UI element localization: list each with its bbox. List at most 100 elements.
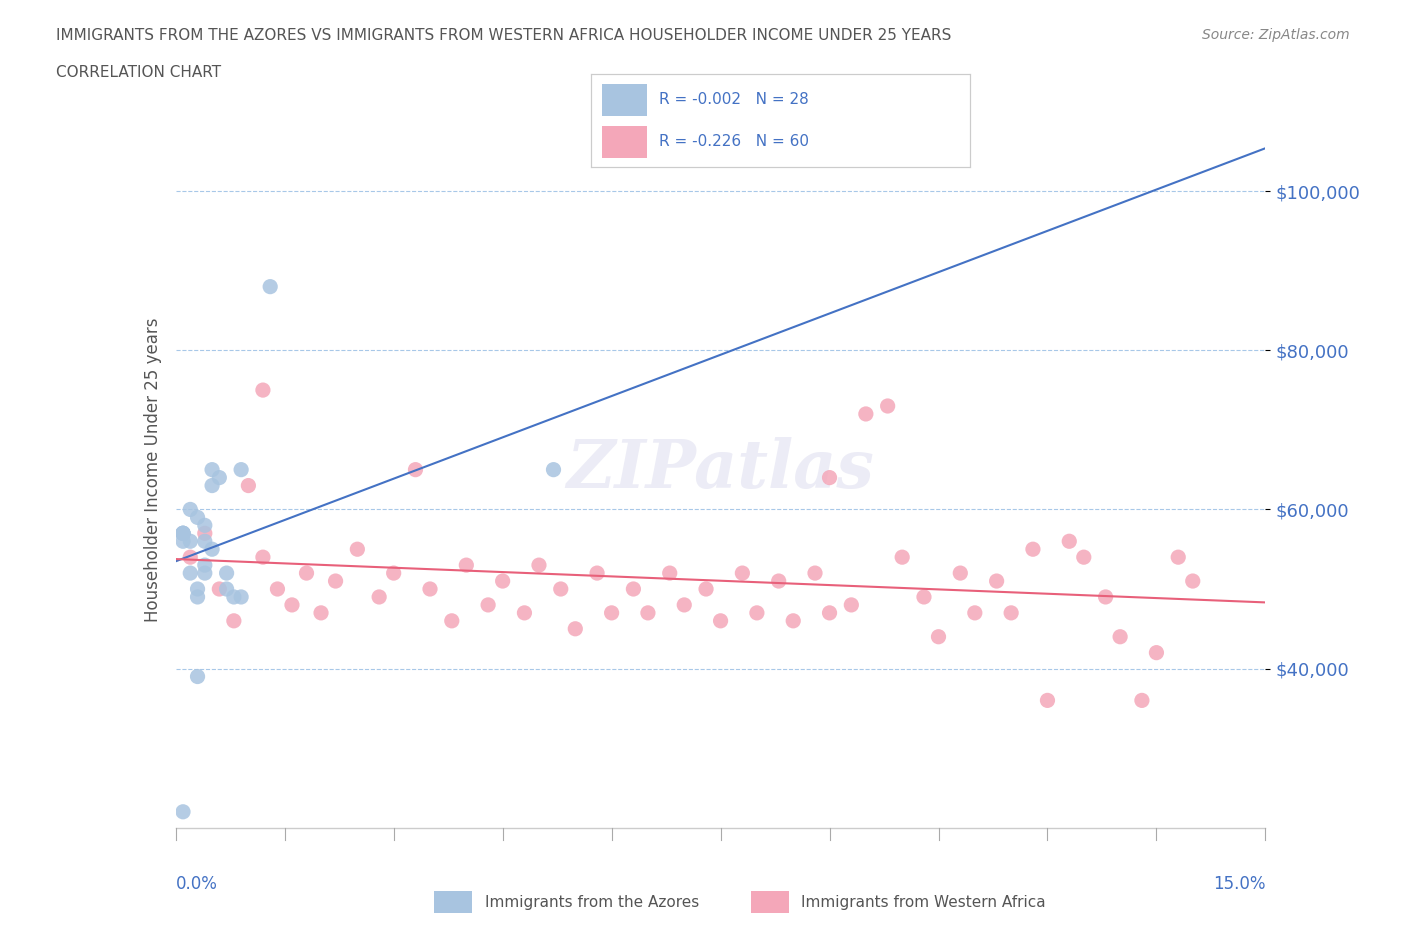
Point xyxy=(309,605,332,620)
Point xyxy=(621,581,644,596)
Point xyxy=(194,534,217,549)
Point xyxy=(382,565,405,580)
Point xyxy=(215,581,238,596)
Point xyxy=(1022,542,1045,557)
Point xyxy=(513,605,536,620)
Text: 15.0%: 15.0% xyxy=(1213,875,1265,894)
Bar xyxy=(602,126,647,158)
Y-axis label: Householder Income Under 25 years: Householder Income Under 25 years xyxy=(143,317,162,622)
Point xyxy=(1167,550,1189,565)
Point xyxy=(172,525,194,540)
Point xyxy=(222,590,245,604)
Point xyxy=(172,525,194,540)
Point xyxy=(1181,574,1204,589)
Point xyxy=(963,605,986,620)
Point xyxy=(891,550,914,565)
Point xyxy=(208,471,231,485)
Point xyxy=(194,558,217,573)
Point xyxy=(1073,550,1095,565)
Point xyxy=(527,558,550,573)
Point xyxy=(281,597,304,612)
Bar xyxy=(751,891,789,913)
Point xyxy=(201,462,224,477)
Point xyxy=(855,406,877,421)
Point xyxy=(252,382,274,397)
Point xyxy=(179,534,201,549)
Point xyxy=(543,462,565,477)
Point xyxy=(1036,693,1059,708)
Point xyxy=(782,614,804,629)
Text: CORRELATION CHART: CORRELATION CHART xyxy=(56,65,221,80)
Point xyxy=(186,510,209,525)
Point xyxy=(172,525,194,540)
Point xyxy=(172,534,194,549)
Point xyxy=(201,542,224,557)
Point xyxy=(252,550,274,565)
Text: 0.0%: 0.0% xyxy=(176,875,218,894)
Point xyxy=(1000,605,1022,620)
Point xyxy=(1130,693,1153,708)
Point xyxy=(179,550,201,565)
Text: R = -0.002   N = 28: R = -0.002 N = 28 xyxy=(659,92,808,107)
Bar xyxy=(602,84,647,116)
Point xyxy=(186,590,209,604)
Point xyxy=(179,565,201,580)
Point xyxy=(231,590,253,604)
Point xyxy=(194,518,217,533)
Point xyxy=(477,597,499,612)
Point xyxy=(295,565,318,580)
Point xyxy=(804,565,827,580)
Point xyxy=(186,581,209,596)
Point xyxy=(440,614,463,629)
Text: ZIPatlas: ZIPatlas xyxy=(567,437,875,502)
Point xyxy=(266,581,288,596)
Point xyxy=(695,581,717,596)
Point xyxy=(1146,645,1168,660)
Point xyxy=(231,462,253,477)
Point xyxy=(586,565,609,580)
Text: R = -0.226   N = 60: R = -0.226 N = 60 xyxy=(659,134,808,149)
Point xyxy=(325,574,347,589)
Point xyxy=(194,565,217,580)
Point xyxy=(238,478,260,493)
Point xyxy=(928,630,950,644)
Point xyxy=(710,614,733,629)
Text: Immigrants from the Azores: Immigrants from the Azores xyxy=(485,895,699,910)
Point xyxy=(1057,534,1080,549)
Point xyxy=(550,581,572,596)
Point xyxy=(818,471,841,485)
Point xyxy=(208,581,231,596)
Text: Immigrants from Western Africa: Immigrants from Western Africa xyxy=(801,895,1046,910)
Point xyxy=(818,605,841,620)
Point xyxy=(405,462,427,477)
Text: IMMIGRANTS FROM THE AZORES VS IMMIGRANTS FROM WESTERN AFRICA HOUSEHOLDER INCOME : IMMIGRANTS FROM THE AZORES VS IMMIGRANTS… xyxy=(56,28,952,43)
Point xyxy=(222,614,245,629)
Point xyxy=(186,669,209,684)
Point xyxy=(172,525,194,540)
Point xyxy=(368,590,391,604)
Point xyxy=(201,478,224,493)
Point xyxy=(912,590,935,604)
Point xyxy=(658,565,681,580)
Point xyxy=(876,399,898,414)
Point xyxy=(673,597,696,612)
Text: Source: ZipAtlas.com: Source: ZipAtlas.com xyxy=(1202,28,1350,42)
Point xyxy=(768,574,790,589)
Point xyxy=(1109,630,1132,644)
Bar xyxy=(434,891,472,913)
Point xyxy=(492,574,515,589)
Point xyxy=(259,279,281,294)
Point xyxy=(172,804,194,819)
Point xyxy=(1094,590,1116,604)
Point xyxy=(745,605,768,620)
Point xyxy=(841,597,863,612)
Point xyxy=(600,605,623,620)
Point xyxy=(215,565,238,580)
Point xyxy=(637,605,659,620)
Point xyxy=(949,565,972,580)
Point xyxy=(346,542,368,557)
Point xyxy=(731,565,754,580)
Point xyxy=(419,581,441,596)
Point xyxy=(179,502,201,517)
Point xyxy=(194,525,217,540)
